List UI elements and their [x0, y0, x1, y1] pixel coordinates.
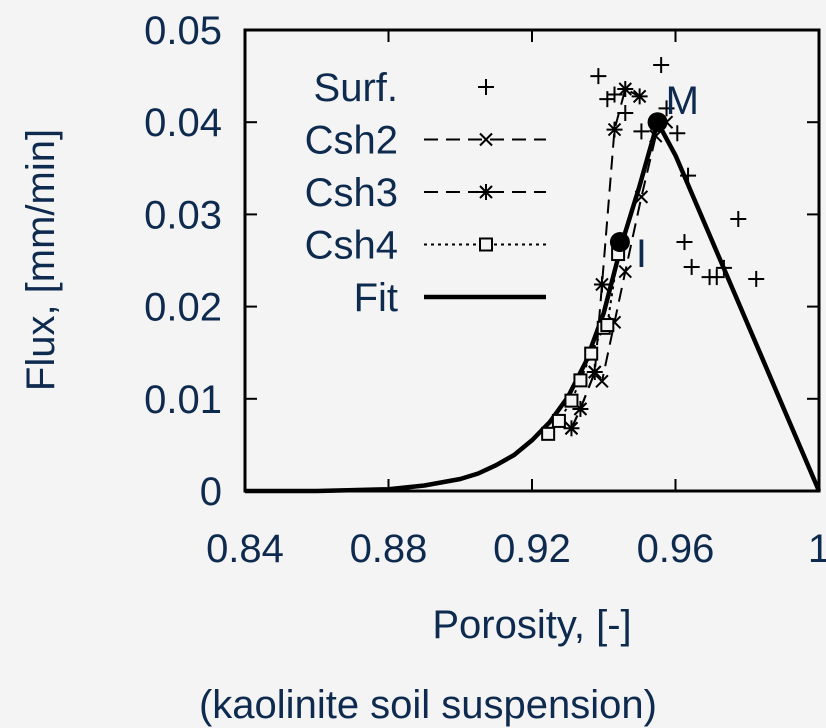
- series-fit: [245, 119, 822, 494]
- x-tick-label: 1: [808, 527, 826, 571]
- x-tick-label: 0.96: [637, 527, 715, 571]
- point-m-dot: [647, 112, 668, 133]
- series-csh2-point: [634, 190, 649, 204]
- series-surf-point: [653, 57, 670, 74]
- annotations: MI: [609, 79, 699, 276]
- series-csh3-point: [563, 420, 580, 437]
- legend-label-csh4: Csh4: [305, 224, 398, 268]
- series-surf-point: [590, 68, 607, 85]
- x-tick-label: 0.92: [493, 527, 571, 571]
- legend-marker-csh2: [479, 132, 493, 147]
- series-surf: [590, 57, 765, 287]
- series-csh4-point: [584, 346, 599, 361]
- y-tick-label: 0.02: [144, 286, 222, 330]
- series-csh4-point: [600, 318, 615, 333]
- series-csh3-point: [631, 88, 648, 105]
- x-tick-label: 0.84: [206, 527, 284, 571]
- series-csh4-point: [564, 393, 579, 408]
- series-csh4: [541, 247, 626, 441]
- series-fit-line: [245, 119, 822, 494]
- series-csh2-point: [595, 374, 609, 388]
- point-m-label: M: [666, 79, 699, 123]
- series-surf-point: [748, 270, 765, 287]
- series-csh3-point: [586, 364, 603, 381]
- legend-label-surf: Surf.: [314, 66, 398, 110]
- series-surf-point: [633, 123, 650, 140]
- series-csh3-point: [593, 276, 610, 293]
- legend-marker-csh4: [479, 237, 493, 252]
- series-csh2-point: [618, 264, 632, 279]
- x-tick-label: 0.88: [350, 527, 428, 571]
- series-csh3-point: [606, 121, 623, 138]
- series-surf-point: [708, 269, 725, 286]
- axis-ticks: 0.84 0.88 0.92 0.96 1 0 0.01 0.02 0.03 0.04 0.05: [144, 9, 826, 571]
- series-surf-point: [658, 100, 675, 117]
- y-tick-label: 0: [200, 470, 222, 514]
- legend: Surf. Csh2 Csh3 Csh4 Fit: [305, 66, 546, 320]
- chart-caption: (kaolinite soil suspension): [199, 683, 657, 727]
- point-i-label: I: [636, 232, 647, 276]
- series-surf-point: [676, 234, 693, 251]
- y-tick-label: 0.01: [144, 378, 222, 422]
- y-tick-label: 0.05: [144, 9, 222, 53]
- series-surf-point: [669, 125, 686, 142]
- series-surf-point: [683, 258, 700, 275]
- series-csh4-line: [547, 253, 620, 435]
- y-tick-label: 0.03: [144, 193, 222, 237]
- fit-layer: [245, 119, 822, 494]
- series-surf-point: [730, 211, 747, 228]
- series-surf-point: [715, 259, 732, 276]
- series-layer: [541, 57, 765, 441]
- series-csh3-point: [617, 81, 634, 98]
- series-csh4-point: [573, 373, 588, 388]
- legend-marker-surf: [478, 79, 494, 95]
- y-tick-label: 0.04: [144, 101, 222, 145]
- point-i-dot: [609, 232, 630, 253]
- series-csh4-point: [541, 426, 556, 441]
- y-axis-label: Flux, [mm/min]: [19, 129, 63, 391]
- legend-marker-csh3: [478, 184, 494, 200]
- series-surf-point: [680, 167, 697, 184]
- series-csh3: [563, 81, 648, 437]
- x-axis-label: Porosity, [-]: [432, 603, 631, 647]
- legend-label-csh2: Csh2: [305, 119, 398, 163]
- legend-label-fit: Fit: [354, 276, 398, 320]
- series-csh2-point: [649, 129, 663, 143]
- series-csh4-point: [551, 413, 566, 428]
- legend-label-csh3: Csh3: [305, 171, 398, 215]
